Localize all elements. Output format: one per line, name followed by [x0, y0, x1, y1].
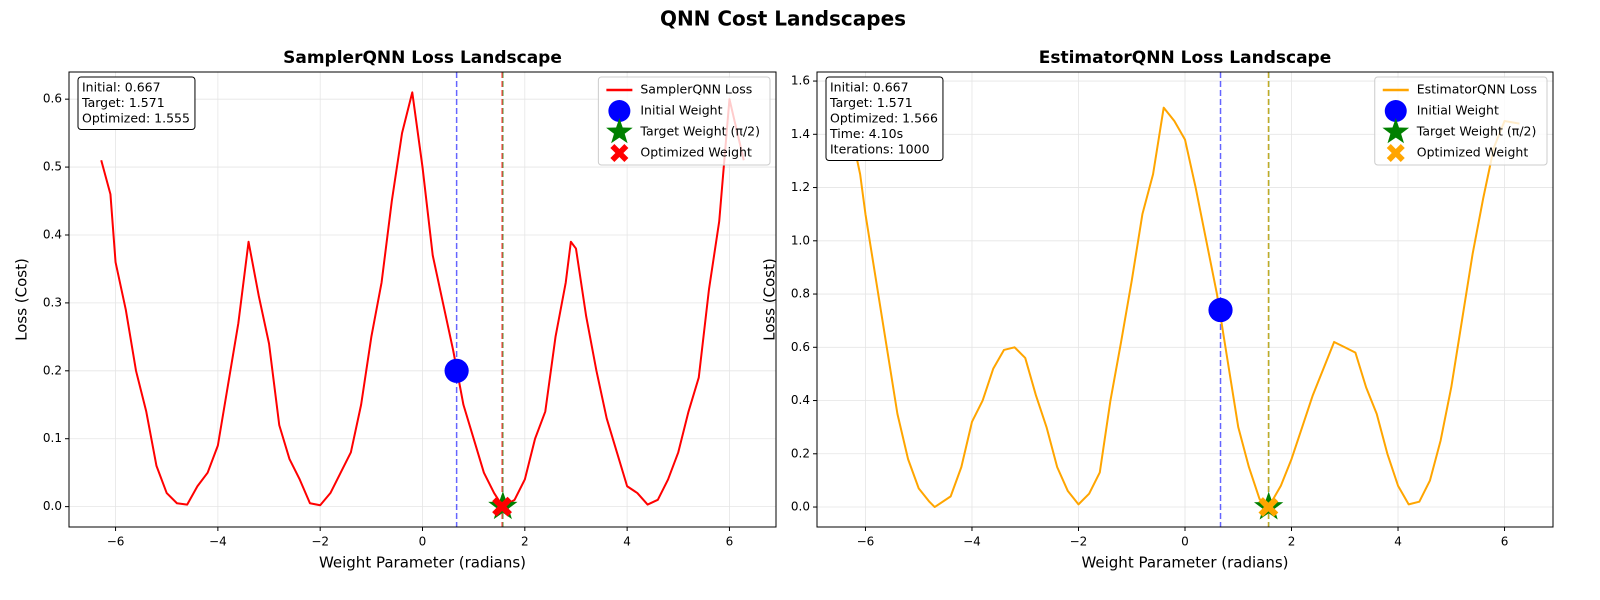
x-tick-label: 0 [419, 535, 427, 549]
annotation-box [825, 76, 944, 161]
y-tick-label: 0.2 [791, 446, 810, 460]
legend-box [597, 76, 771, 166]
legend-label: Initial Weight [1417, 103, 1499, 118]
x-tick-label: −4 [963, 535, 981, 549]
plot-frame [68, 71, 777, 528]
loss-line [849, 106, 1520, 509]
y-tick-label: 0.1 [43, 431, 62, 445]
annotation-text: Time: 4.10s [829, 126, 903, 141]
x-tick-label: 0 [1181, 535, 1189, 549]
legend: EstimatorQNN Loss Initial Weight Target We… [1374, 76, 1548, 166]
legend-label: EstimatorQNN Loss [1417, 82, 1537, 97]
plot-title: EstimatorQNN Loss Landscape [1039, 48, 1332, 68]
y-axis-label: Loss (Cost) [761, 258, 779, 341]
legend-swatch [606, 118, 633, 144]
loss-line [100, 91, 745, 508]
x-tick-label: −2 [1070, 535, 1088, 549]
y-tick-label: 0.6 [791, 340, 810, 354]
legend-swatch [1382, 118, 1410, 144]
plot-title: SamplerQNN Loss Landscape [283, 48, 562, 68]
legend-label: Optimized Weight [1417, 145, 1529, 160]
marker-x [492, 496, 512, 517]
y-tick-label: 0.8 [791, 287, 810, 301]
y-tick-label: 0.6 [43, 92, 62, 106]
figure-title: QNN Cost Landscapes [660, 7, 906, 31]
y-tick-label: 0.3 [43, 295, 62, 309]
x-tick-label: −6 [107, 535, 125, 549]
legend-label: SamplerQNN Loss [640, 82, 752, 97]
y-tick-label: 0.5 [43, 160, 62, 174]
marker-circle [444, 358, 469, 383]
legend-swatch [610, 144, 629, 162]
plot-frame [816, 71, 1554, 528]
annotation-text: Initial: 0.667 [82, 80, 161, 95]
y-axis-label: Loss (Cost) [13, 258, 31, 341]
marker-circle [1208, 297, 1233, 323]
y-tick-label: 0.2 [43, 363, 62, 377]
marker-x [1258, 497, 1279, 517]
plot: −6 −4 −2 0 2 4 6 0.0 0.2 0.4 0.6 0.8 1.0 1.2 1.4 1.6 Est… [761, 48, 1554, 572]
annotation-text: Target: 1.571 [829, 95, 913, 110]
y-tick-label: 0.0 [791, 500, 810, 514]
x-tick-label: −4 [209, 535, 227, 549]
x-tick-label: −6 [857, 535, 875, 549]
x-tick-label: 2 [1288, 535, 1296, 549]
annotation-text: Optimized: 1.555 [82, 111, 190, 126]
legend-label: Target Weight (π/2) [639, 124, 760, 139]
legend-label: Target Weight (π/2) [1416, 124, 1537, 139]
x-tick-label: −2 [311, 535, 329, 549]
legend-label: Optimized Weight [640, 145, 752, 160]
y-tick-label: 1.2 [791, 180, 810, 194]
annotation-text: Initial: 0.667 [830, 80, 909, 95]
x-tick-label: 2 [521, 535, 529, 549]
legend: SamplerQNN Loss Initial Weight Target Weig… [597, 76, 771, 166]
y-tick-label: 0.0 [43, 499, 62, 513]
x-axis-label: Weight Parameter (radians) [1081, 554, 1288, 572]
x-tick-label: 4 [623, 535, 631, 549]
plot: −6 −4 −2 0 2 4 6 0.0 0.1 0.2 0.3 0.4 0.5 0.6 SamplerQN… [13, 48, 777, 572]
legend-swatch [1386, 144, 1405, 162]
y-tick-label: 1.6 [791, 74, 810, 88]
legend-swatch [1384, 100, 1407, 122]
y-tick-label: 0.4 [791, 393, 810, 407]
legend-swatch [608, 100, 631, 122]
y-tick-label: 0.4 [43, 227, 62, 241]
annotation-text: Optimized: 1.566 [830, 111, 938, 126]
x-tick-label: 6 [726, 535, 734, 549]
annotation-text: Target: 1.571 [81, 95, 165, 110]
x-tick-label: 4 [1394, 535, 1402, 549]
annotation-box [77, 76, 196, 130]
y-tick-label: 1.0 [791, 233, 810, 247]
y-tick-label: 1.4 [791, 127, 810, 141]
x-tick-label: 6 [1501, 535, 1509, 549]
annotation-text: Iterations: 1000 [830, 142, 930, 157]
legend-label: Initial Weight [640, 103, 722, 118]
x-axis-label: Weight Parameter (radians) [319, 554, 526, 572]
legend-box [1374, 76, 1548, 166]
